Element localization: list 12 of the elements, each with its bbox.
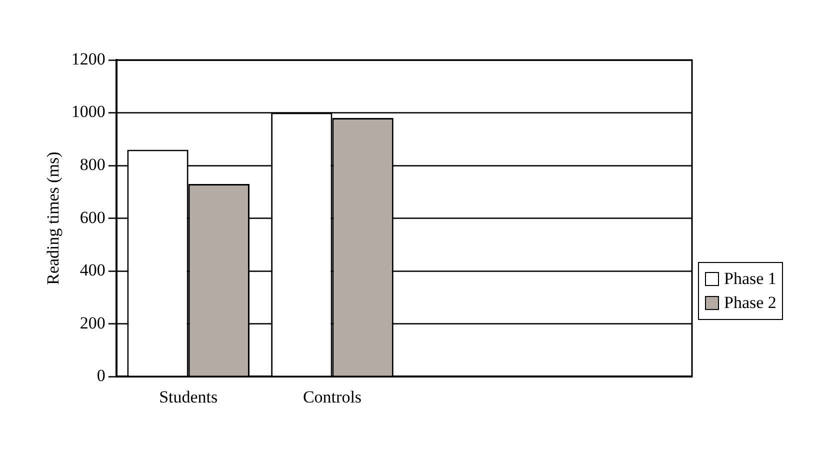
y-tick-label: 1200 xyxy=(71,49,106,68)
text: Phase 1 xyxy=(724,268,776,290)
y-tick-label: 600 xyxy=(80,208,106,227)
legend-label: Phase 2 xyxy=(724,292,776,314)
y-tick-label: 1000 xyxy=(71,102,106,122)
y-tick-label: 800 xyxy=(80,155,106,174)
y-axis-title: Reading times (ms) xyxy=(44,152,63,285)
y-tick-label: 400 xyxy=(80,260,106,280)
x-tick-label: Controls xyxy=(302,387,362,406)
y-tick-label: 200 xyxy=(80,313,106,332)
x-tick-label: Students xyxy=(159,387,218,406)
y-tick-label: 0 xyxy=(96,366,106,386)
